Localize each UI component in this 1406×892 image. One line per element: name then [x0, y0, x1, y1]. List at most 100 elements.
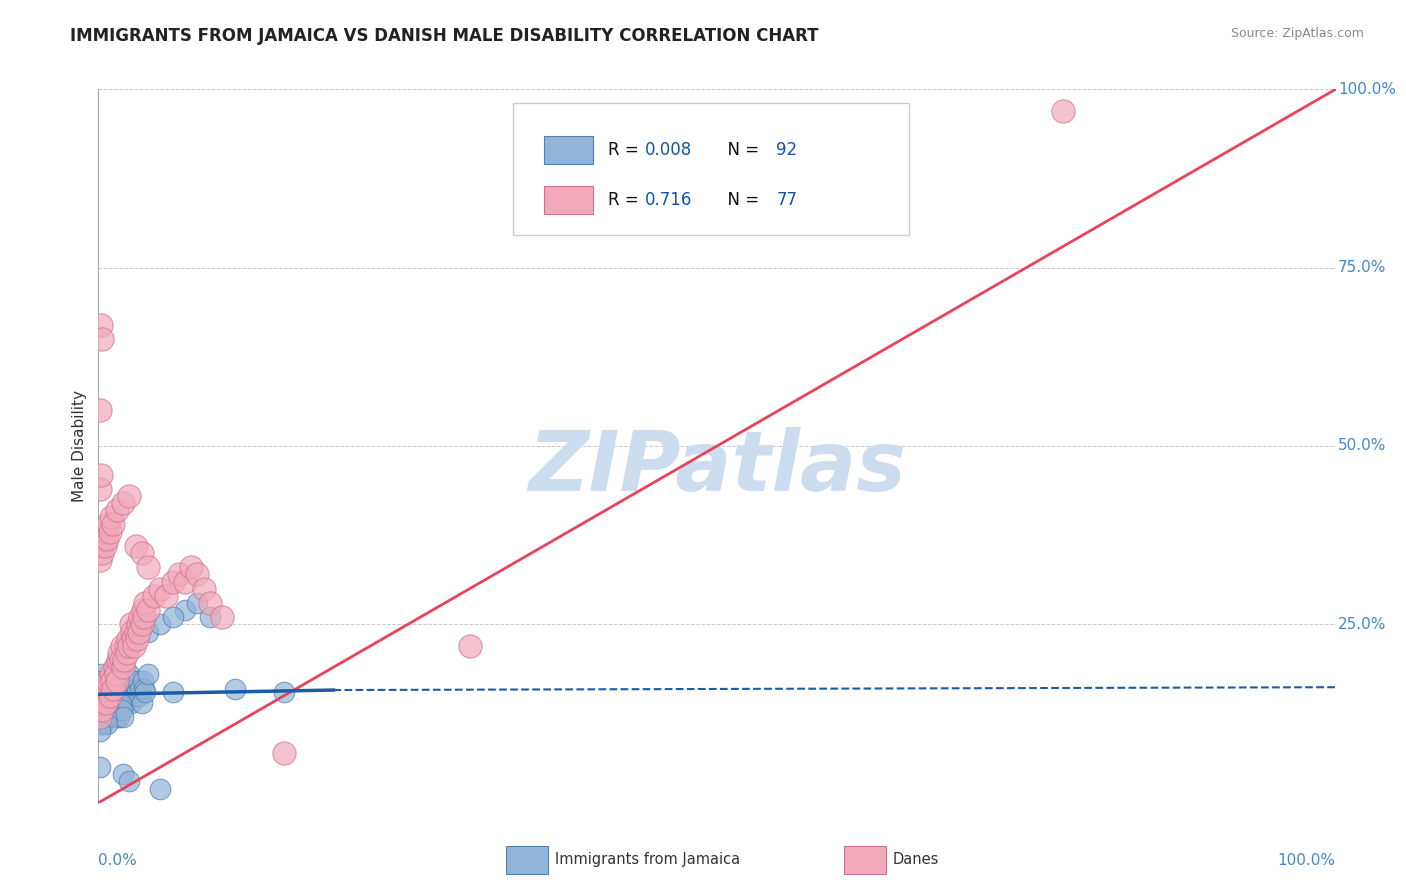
- Text: Danes: Danes: [893, 853, 939, 867]
- Point: [110, 653, 132, 667]
- Point: [90, 539, 112, 553]
- Point: [97, 674, 120, 689]
- Point: [103, 703, 125, 717]
- Point: [134, 610, 156, 624]
- Point: [91, 696, 114, 710]
- Text: 77: 77: [776, 191, 797, 209]
- Point: [89, 724, 111, 739]
- Point: [136, 603, 159, 617]
- Point: [134, 681, 156, 696]
- Point: [111, 639, 134, 653]
- Point: [124, 539, 146, 553]
- Point: [129, 610, 152, 624]
- Point: [97, 696, 120, 710]
- Point: [120, 617, 142, 632]
- Point: [162, 574, 184, 589]
- Point: [112, 496, 135, 510]
- Point: [96, 681, 118, 696]
- Point: [117, 632, 139, 646]
- Point: [93, 689, 115, 703]
- Point: [97, 689, 120, 703]
- Point: [94, 710, 117, 724]
- Point: [89, 710, 111, 724]
- Point: [90, 696, 112, 710]
- Point: [149, 781, 172, 796]
- Point: [93, 681, 115, 696]
- Text: 50.0%: 50.0%: [1339, 439, 1386, 453]
- Point: [114, 639, 136, 653]
- Point: [103, 517, 125, 532]
- Text: N =: N =: [717, 141, 765, 159]
- Point: [97, 703, 120, 717]
- Point: [134, 685, 156, 699]
- Point: [121, 681, 143, 696]
- Point: [98, 689, 121, 703]
- Point: [115, 646, 138, 660]
- Point: [103, 681, 125, 696]
- Point: [91, 546, 114, 560]
- Point: [93, 685, 115, 699]
- Point: [89, 760, 111, 774]
- Point: [134, 596, 156, 610]
- Point: [105, 674, 128, 689]
- Point: [129, 681, 152, 696]
- Point: [96, 532, 118, 546]
- Point: [105, 503, 128, 517]
- Bar: [544, 136, 593, 164]
- Point: [91, 703, 114, 717]
- Point: [93, 689, 115, 703]
- Point: [96, 696, 118, 710]
- Point: [94, 703, 117, 717]
- Point: [89, 696, 111, 710]
- Text: Source: ZipAtlas.com: Source: ZipAtlas.com: [1230, 27, 1364, 40]
- Y-axis label: Male Disability: Male Disability: [72, 390, 87, 502]
- Point: [107, 703, 129, 717]
- Point: [112, 660, 135, 674]
- Point: [98, 703, 121, 717]
- Point: [108, 646, 131, 660]
- Point: [132, 603, 155, 617]
- Point: [149, 582, 172, 596]
- Text: IMMIGRANTS FROM JAMAICA VS DANISH MALE DISABILITY CORRELATION CHART: IMMIGRANTS FROM JAMAICA VS DANISH MALE D…: [70, 27, 818, 45]
- Point: [198, 596, 221, 610]
- Point: [143, 589, 166, 603]
- Point: [107, 689, 129, 703]
- Point: [104, 703, 127, 717]
- Point: [125, 632, 148, 646]
- Point: [93, 696, 115, 710]
- Point: [136, 667, 159, 681]
- Point: [118, 774, 141, 789]
- Point: [93, 532, 115, 546]
- Point: [132, 674, 155, 689]
- Point: [111, 703, 134, 717]
- Point: [93, 692, 115, 706]
- Point: [94, 696, 117, 710]
- Point: [112, 653, 135, 667]
- Point: [121, 624, 143, 639]
- Point: [96, 681, 118, 696]
- Point: [167, 567, 190, 582]
- Point: [112, 674, 135, 689]
- Point: [94, 710, 117, 724]
- Point: [97, 517, 120, 532]
- Point: [117, 685, 139, 699]
- Point: [118, 667, 141, 681]
- Point: [100, 510, 122, 524]
- Point: [101, 674, 124, 689]
- Point: [98, 524, 121, 539]
- Point: [94, 681, 117, 696]
- Point: [162, 610, 184, 624]
- Point: [108, 710, 131, 724]
- Point: [90, 703, 112, 717]
- Point: [198, 610, 221, 624]
- Point: [136, 624, 159, 639]
- Point: [101, 689, 124, 703]
- Point: [89, 482, 111, 496]
- Point: [91, 710, 114, 724]
- Point: [112, 767, 135, 781]
- Point: [104, 696, 127, 710]
- Point: [122, 632, 145, 646]
- Point: [91, 689, 114, 703]
- Point: [89, 703, 111, 717]
- Point: [136, 560, 159, 574]
